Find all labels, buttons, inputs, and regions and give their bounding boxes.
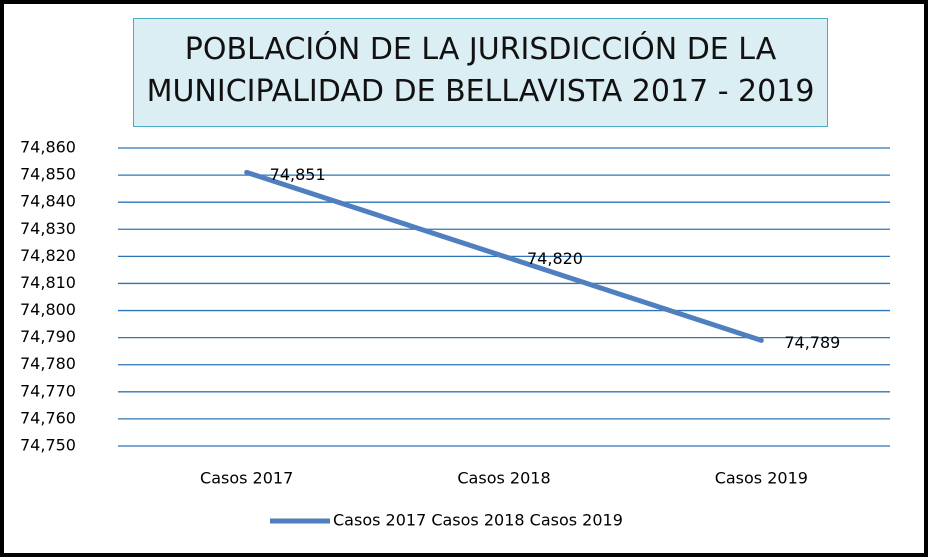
y-tick-label: 74,810: [20, 273, 76, 292]
y-tick-label: 74,850: [20, 165, 76, 184]
data-label: 74,789: [784, 333, 840, 352]
y-tick-label: 74,770: [20, 381, 76, 400]
legend-label: Casos 2017 Casos 2018 Casos 2019: [333, 511, 623, 530]
x-tick-label: Casos 2018: [457, 469, 550, 488]
y-tick-label: 74,750: [20, 436, 76, 455]
data-label: 74,851: [270, 165, 326, 184]
data-label: 74,820: [527, 249, 583, 268]
series-line: [244, 169, 764, 343]
y-tick-label: 74,780: [20, 354, 76, 373]
y-tick-label: 74,760: [20, 408, 76, 427]
y-tick-label: 74,860: [20, 138, 76, 157]
chart-title: POBLACIÓN DE LA JURISDICCIÓN DE LA MUNIC…: [133, 18, 828, 127]
y-tick-label: 74,820: [20, 246, 76, 265]
y-tick-label: 74,830: [20, 219, 76, 238]
y-tick-label: 74,840: [20, 192, 76, 211]
x-tick-label: Casos 2019: [715, 469, 808, 488]
y-tick-label: 74,790: [20, 327, 76, 346]
x-tick-label: Casos 2017: [200, 469, 293, 488]
y-tick-label: 74,800: [20, 300, 76, 319]
